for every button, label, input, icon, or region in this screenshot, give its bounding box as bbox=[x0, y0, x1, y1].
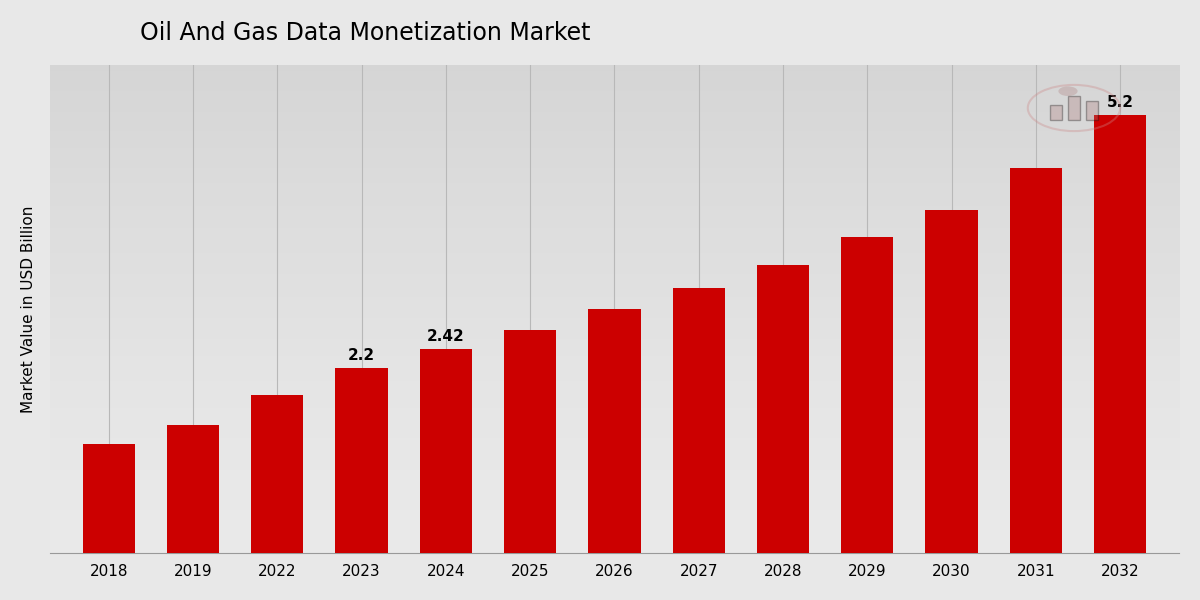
Bar bbox=[1009, 167, 1062, 553]
Text: Oil And Gas Data Monetization Market: Oil And Gas Data Monetization Market bbox=[140, 21, 590, 45]
Text: 2.2: 2.2 bbox=[348, 348, 376, 363]
Bar bbox=[925, 209, 978, 553]
Bar bbox=[588, 309, 641, 553]
Bar bbox=[1094, 115, 1146, 553]
Bar bbox=[336, 368, 388, 553]
Text: 2.42: 2.42 bbox=[427, 329, 464, 344]
Bar bbox=[251, 395, 304, 553]
Bar bbox=[757, 265, 809, 553]
Y-axis label: Market Value in USD Billion: Market Value in USD Billion bbox=[20, 205, 36, 413]
Bar bbox=[504, 330, 557, 553]
Text: 5.2: 5.2 bbox=[1106, 95, 1134, 110]
Bar bbox=[673, 288, 725, 553]
Bar bbox=[167, 425, 220, 553]
Bar bbox=[83, 443, 134, 553]
Bar bbox=[420, 349, 472, 553]
Bar bbox=[841, 238, 894, 553]
